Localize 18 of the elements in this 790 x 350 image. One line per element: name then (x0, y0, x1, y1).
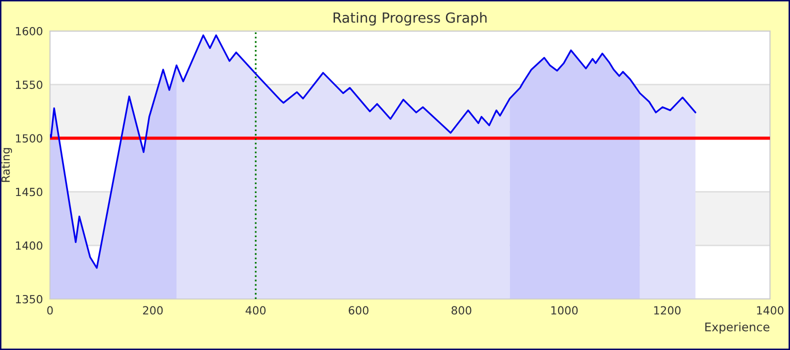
line-series (50, 34, 696, 269)
x-tick-label: 1000 (551, 306, 578, 315)
x-axis-title: Experience (705, 322, 770, 334)
x-tick-label: 400 (246, 306, 266, 315)
x-tick-label: 0 (47, 306, 53, 315)
x-tick-label: 1200 (654, 306, 681, 315)
y-tick-label: 1500 (16, 134, 42, 143)
x-tick-label: 800 (452, 306, 472, 315)
y-tick-label: 1600 (16, 26, 42, 36)
x-tick-label: 200 (143, 306, 163, 315)
x-tick-label: 600 (348, 306, 368, 315)
y-tick-label: 1550 (16, 80, 42, 89)
chart-title: Rating Progress Graph (334, 12, 487, 26)
y-tick-label: 1450 (16, 188, 42, 196)
y-tick-label: 1350 (16, 294, 42, 304)
y-axis-title: Rating (1, 148, 12, 182)
y-tick-label: 1400 (16, 241, 42, 250)
x-tick-label: 1400 (757, 306, 784, 315)
